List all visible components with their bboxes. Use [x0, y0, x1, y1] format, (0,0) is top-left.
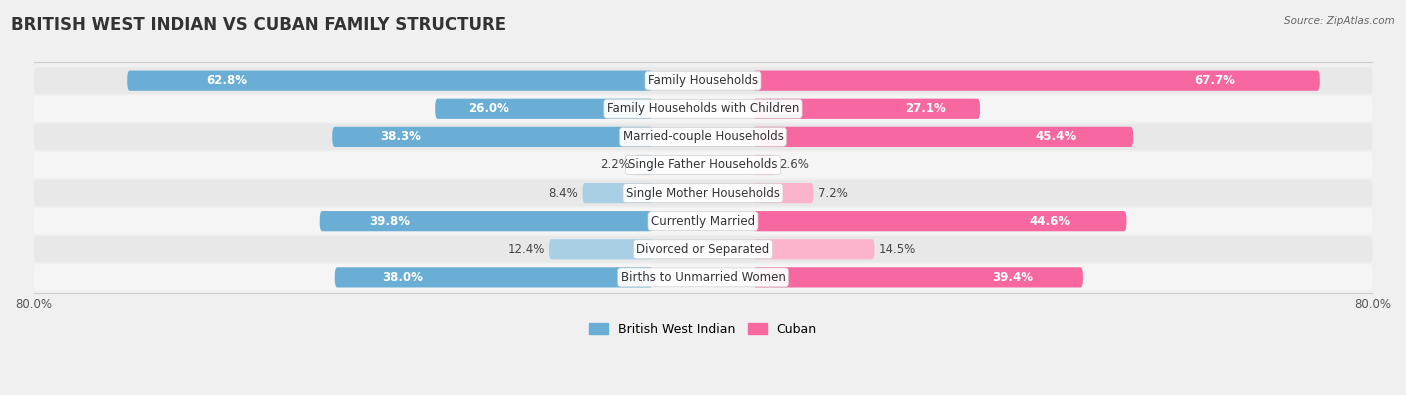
FancyBboxPatch shape [34, 68, 1372, 94]
Text: Divorced or Separated: Divorced or Separated [637, 243, 769, 256]
Text: 45.4%: 45.4% [1035, 130, 1076, 143]
Text: 8.4%: 8.4% [548, 186, 578, 199]
FancyBboxPatch shape [548, 239, 652, 260]
Text: Source: ZipAtlas.com: Source: ZipAtlas.com [1284, 16, 1395, 26]
Text: 39.4%: 39.4% [993, 271, 1033, 284]
FancyBboxPatch shape [34, 264, 1372, 291]
FancyBboxPatch shape [754, 99, 980, 119]
Text: 27.1%: 27.1% [905, 102, 946, 115]
Text: 2.2%: 2.2% [600, 158, 630, 171]
FancyBboxPatch shape [754, 239, 875, 260]
FancyBboxPatch shape [634, 155, 652, 175]
Text: Single Father Households: Single Father Households [628, 158, 778, 171]
Text: 67.7%: 67.7% [1194, 74, 1234, 87]
Text: Family Households with Children: Family Households with Children [607, 102, 799, 115]
FancyBboxPatch shape [34, 236, 1372, 263]
Text: Family Households: Family Households [648, 74, 758, 87]
Text: Married-couple Households: Married-couple Households [623, 130, 783, 143]
Text: 7.2%: 7.2% [818, 186, 848, 199]
Text: Single Mother Households: Single Mother Households [626, 186, 780, 199]
FancyBboxPatch shape [34, 124, 1372, 150]
Text: 38.0%: 38.0% [382, 271, 423, 284]
FancyBboxPatch shape [335, 267, 652, 288]
Text: 2.6%: 2.6% [779, 158, 808, 171]
Text: Currently Married: Currently Married [651, 214, 755, 228]
FancyBboxPatch shape [34, 208, 1372, 234]
FancyBboxPatch shape [319, 211, 652, 231]
Text: 26.0%: 26.0% [468, 102, 509, 115]
Text: 14.5%: 14.5% [879, 243, 915, 256]
Text: 12.4%: 12.4% [508, 243, 546, 256]
Text: 39.8%: 39.8% [370, 214, 411, 228]
FancyBboxPatch shape [436, 99, 652, 119]
FancyBboxPatch shape [754, 155, 775, 175]
Text: BRITISH WEST INDIAN VS CUBAN FAMILY STRUCTURE: BRITISH WEST INDIAN VS CUBAN FAMILY STRU… [11, 16, 506, 34]
FancyBboxPatch shape [34, 152, 1372, 178]
FancyBboxPatch shape [34, 96, 1372, 122]
FancyBboxPatch shape [754, 267, 1083, 288]
FancyBboxPatch shape [754, 71, 1320, 91]
FancyBboxPatch shape [754, 211, 1126, 231]
FancyBboxPatch shape [754, 127, 1133, 147]
FancyBboxPatch shape [34, 180, 1372, 206]
Text: 44.6%: 44.6% [1029, 214, 1070, 228]
Legend: British West Indian, Cuban: British West Indian, Cuban [585, 318, 821, 341]
Text: Births to Unmarried Women: Births to Unmarried Women [620, 271, 786, 284]
FancyBboxPatch shape [127, 71, 652, 91]
FancyBboxPatch shape [754, 183, 814, 203]
FancyBboxPatch shape [332, 127, 652, 147]
FancyBboxPatch shape [582, 183, 652, 203]
Text: 38.3%: 38.3% [381, 130, 422, 143]
Text: 62.8%: 62.8% [207, 74, 247, 87]
